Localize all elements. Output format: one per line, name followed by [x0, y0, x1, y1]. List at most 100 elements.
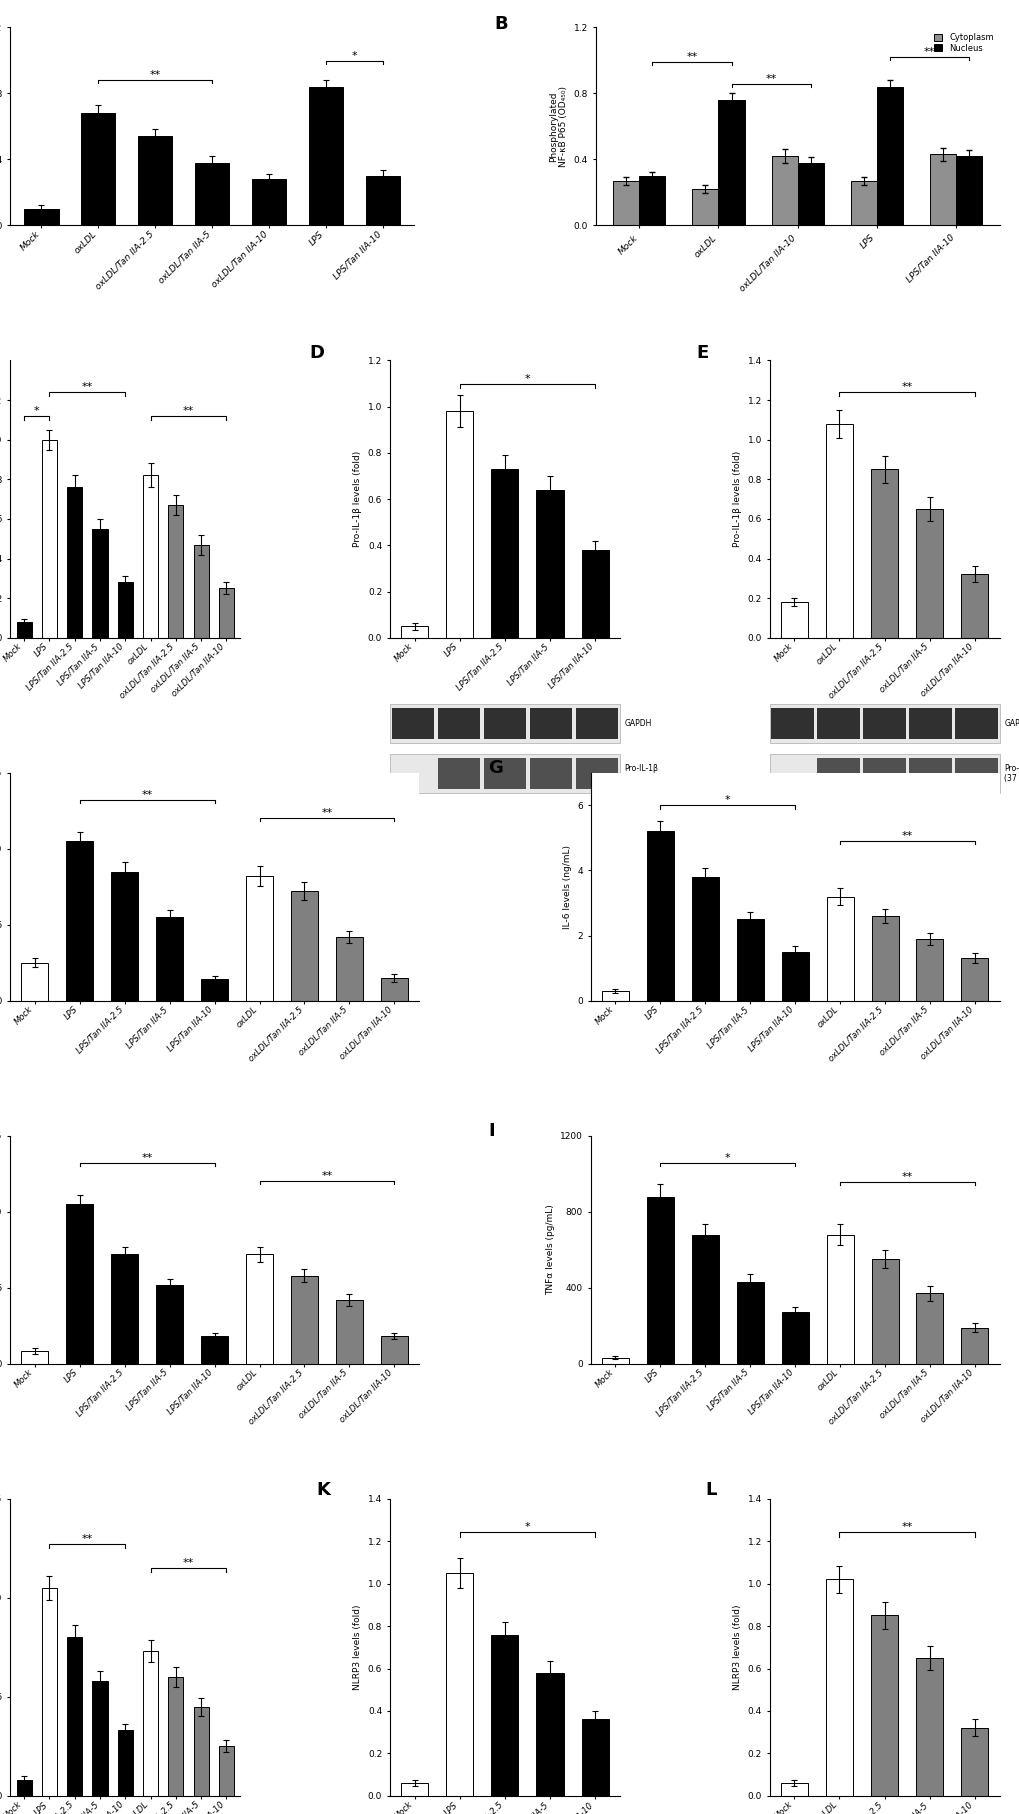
Y-axis label: NLRP3 levels (fold): NLRP3 levels (fold) [353, 1605, 362, 1691]
Y-axis label: Pro-IL-1β levels (fold): Pro-IL-1β levels (fold) [733, 452, 741, 548]
Bar [491, 1634, 518, 1796]
Bar [825, 424, 852, 639]
Bar [42, 1587, 57, 1796]
Bar [929, 154, 955, 225]
FancyBboxPatch shape [955, 709, 997, 738]
Text: B: B [494, 15, 507, 33]
Bar [960, 575, 987, 639]
Bar [21, 1351, 48, 1364]
Text: **: ** [182, 1558, 194, 1567]
FancyBboxPatch shape [862, 709, 905, 738]
Text: **: ** [182, 406, 194, 415]
Bar [16, 1780, 32, 1796]
Bar [93, 530, 107, 639]
Bar [870, 916, 898, 1001]
Bar [581, 550, 608, 639]
Bar [612, 181, 639, 225]
Text: **: ** [150, 71, 161, 80]
Bar [309, 87, 342, 225]
Bar [955, 156, 981, 225]
Bar [201, 980, 228, 1001]
FancyBboxPatch shape [768, 755, 999, 793]
Bar [717, 100, 744, 225]
FancyBboxPatch shape [909, 758, 951, 789]
Bar [797, 163, 823, 225]
Bar [601, 990, 629, 1001]
Bar [67, 488, 83, 639]
FancyBboxPatch shape [575, 758, 618, 789]
Bar [111, 871, 139, 1001]
FancyBboxPatch shape [768, 704, 999, 744]
Bar [445, 412, 473, 639]
Text: GAPDH: GAPDH [624, 718, 651, 727]
Bar [870, 1616, 897, 1796]
Text: **: ** [923, 47, 934, 58]
Bar [67, 1638, 83, 1796]
Text: D: D [309, 345, 324, 361]
Bar [781, 952, 808, 1001]
Y-axis label: Pro-IL-1β levels (fold): Pro-IL-1β levels (fold) [353, 452, 362, 548]
Text: Pro-IL-1β
(37 kD): Pro-IL-1β (37 kD) [1004, 764, 1019, 784]
Bar [639, 176, 664, 225]
Bar [825, 1235, 853, 1364]
Bar [915, 510, 943, 639]
Bar [194, 544, 209, 639]
Bar [195, 163, 229, 225]
Bar [692, 189, 717, 225]
Text: *: * [524, 1522, 530, 1533]
Bar [536, 490, 564, 639]
FancyBboxPatch shape [483, 709, 526, 738]
Bar [117, 582, 132, 639]
Bar [736, 920, 763, 1001]
Bar [66, 1204, 93, 1364]
Bar [246, 876, 273, 1001]
Bar [24, 209, 58, 225]
Text: *: * [34, 406, 40, 415]
FancyBboxPatch shape [391, 709, 434, 738]
Bar [138, 136, 172, 225]
Text: **: ** [901, 831, 912, 842]
Text: **: ** [901, 383, 912, 392]
Bar [646, 831, 674, 1001]
Bar [400, 1783, 428, 1796]
Text: **: ** [686, 53, 697, 62]
Bar [780, 1783, 807, 1796]
Text: **: ** [142, 1152, 153, 1163]
Bar [400, 626, 428, 639]
Bar [581, 1720, 608, 1796]
Bar [825, 896, 853, 1001]
Bar [111, 1253, 139, 1364]
Bar [366, 176, 399, 225]
FancyBboxPatch shape [909, 709, 951, 738]
Y-axis label: Phosphorylated
NF-κB P65 (OD₄₅₀): Phosphorylated NF-κB P65 (OD₄₅₀) [548, 85, 568, 167]
Bar [93, 1682, 107, 1796]
Text: Pro-IL-1β
(37 kD): Pro-IL-1β (37 kD) [624, 764, 658, 784]
Bar [168, 1676, 183, 1796]
Bar [16, 622, 32, 639]
Bar [780, 602, 807, 639]
Bar [915, 1658, 943, 1796]
Y-axis label: NLRP3 levels (fold): NLRP3 levels (fold) [733, 1605, 741, 1691]
Bar [219, 1747, 233, 1796]
Bar [143, 475, 158, 639]
Bar [82, 112, 115, 225]
Bar [850, 181, 876, 225]
Bar [156, 1284, 183, 1364]
Text: **: ** [321, 1172, 332, 1181]
Legend: Cytoplasm, Nucleus: Cytoplasm, Nucleus [931, 31, 995, 54]
Text: **: ** [321, 807, 332, 818]
Bar [194, 1707, 209, 1796]
Bar [252, 180, 285, 225]
Text: I: I [488, 1123, 494, 1141]
Bar [219, 588, 233, 639]
Text: K: K [316, 1480, 330, 1498]
Bar [781, 1312, 808, 1364]
Text: *: * [725, 1152, 730, 1163]
Bar [168, 504, 183, 639]
Bar [770, 156, 797, 225]
Bar [916, 1293, 943, 1364]
FancyBboxPatch shape [770, 709, 813, 738]
Y-axis label: TNFα levels (pg/mL): TNFα levels (pg/mL) [545, 1204, 554, 1295]
Text: **: ** [901, 1522, 912, 1533]
Bar [290, 1275, 318, 1364]
